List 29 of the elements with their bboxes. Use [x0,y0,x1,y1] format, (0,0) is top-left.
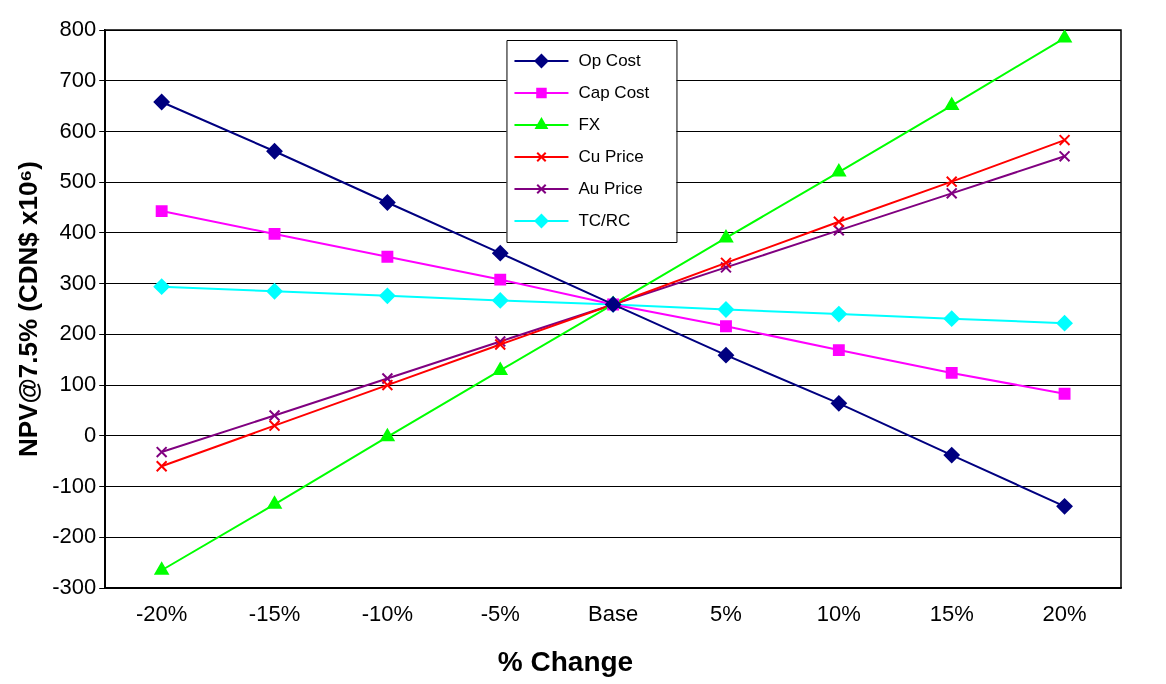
y-tick-label: -100 [52,472,97,498]
y-axis-title: NPV@7.5% (CDN$ x10⁶) [12,161,43,457]
y-tick-label: 100 [59,371,97,397]
x-tick-label: 20% [1042,601,1087,627]
x-tick-label: 15% [929,601,974,627]
legend-label: Cap Cost [578,82,650,102]
x-tick-label: Base [588,601,639,627]
y-tick-label: 600 [59,117,97,143]
x-tick-label: 5% [710,601,742,627]
y-tick-label: 500 [59,168,97,194]
y-tick-label: 300 [59,269,97,295]
legend-label: Cu Price [578,146,644,166]
x-tick-label: -5% [480,601,520,627]
legend-label: Op Cost [578,50,642,70]
x-axis-title: % Change [497,645,634,677]
x-tick-label: -20% [135,601,188,627]
y-tick-label: 200 [59,320,97,346]
legend-label: FX [578,114,601,134]
y-tick-label: -300 [52,574,97,600]
y-tick-label: 0 [83,421,97,447]
x-tick-label: 10% [816,601,861,627]
y-tick-label: 700 [59,66,97,92]
legend-label: TC/RC [578,210,631,230]
x-tick-label: -15% [248,601,301,627]
y-tick-label: 400 [59,218,97,244]
legend-label: Au Price [578,178,643,198]
y-tick-label: 800 [59,16,97,42]
y-tick-label: -200 [52,523,97,549]
x-tick-label: -10% [361,601,414,627]
